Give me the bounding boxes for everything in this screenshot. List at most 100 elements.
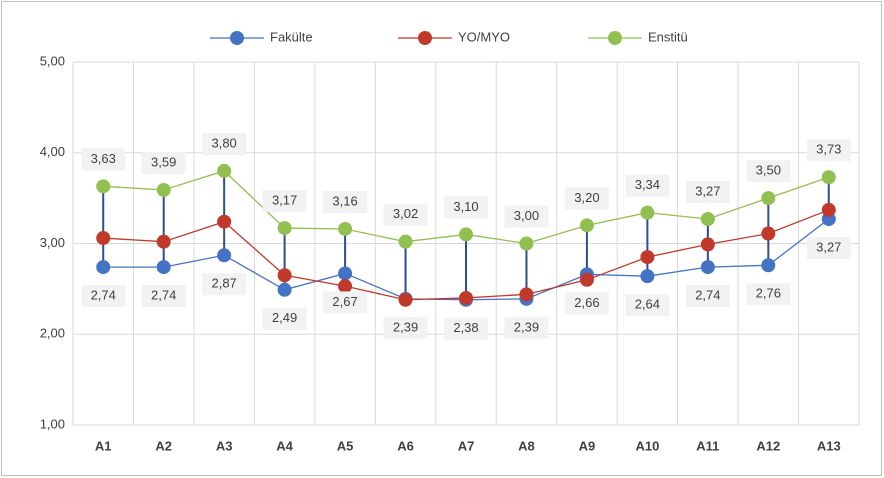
value-label: 2,76 bbox=[756, 286, 781, 301]
value-label: 3,17 bbox=[272, 193, 297, 208]
marker bbox=[338, 279, 353, 294]
value-label: 2,74 bbox=[91, 288, 116, 303]
x-tick-label: A8 bbox=[518, 438, 535, 453]
marker bbox=[761, 258, 776, 273]
value-label: 3,34 bbox=[635, 177, 660, 192]
marker bbox=[459, 227, 473, 242]
value-label-box bbox=[383, 203, 428, 226]
value-label-box bbox=[564, 292, 609, 315]
marker bbox=[398, 234, 413, 249]
marker bbox=[96, 231, 111, 246]
legend-marker bbox=[418, 31, 432, 45]
value-label: 3,00 bbox=[514, 208, 539, 223]
legend-label: YO/MYO bbox=[458, 29, 510, 44]
value-label: 3,16 bbox=[332, 193, 357, 208]
marker bbox=[761, 191, 776, 206]
marker bbox=[579, 218, 594, 233]
y-tick-label: 2,00 bbox=[40, 326, 65, 341]
x-tick-label: A3 bbox=[216, 438, 233, 453]
value-label: 2,38 bbox=[453, 320, 478, 335]
x-tick-label: A11 bbox=[696, 438, 719, 453]
value-label: 2,87 bbox=[211, 276, 236, 291]
value-label: 3,27 bbox=[695, 183, 720, 198]
value-label-box bbox=[625, 174, 670, 197]
value-label-box bbox=[806, 139, 851, 162]
value-label-box bbox=[323, 190, 368, 213]
value-label-box bbox=[323, 291, 368, 314]
value-label: 2,39 bbox=[393, 319, 418, 334]
value-label-box bbox=[262, 307, 307, 330]
marker bbox=[821, 170, 836, 185]
y-tick-label: 3,00 bbox=[40, 235, 65, 250]
value-label-box bbox=[685, 180, 730, 203]
value-label: 3,73 bbox=[816, 142, 841, 157]
value-label-box bbox=[564, 187, 609, 210]
value-label: 3,27 bbox=[816, 239, 841, 254]
value-label-box bbox=[383, 316, 428, 339]
value-label: 2,66 bbox=[574, 295, 599, 310]
value-label-box bbox=[202, 132, 247, 155]
value-label: 3,50 bbox=[756, 163, 781, 178]
value-label-box bbox=[444, 196, 488, 219]
marker bbox=[338, 221, 353, 236]
y-tick-label: 1,00 bbox=[40, 416, 65, 431]
value-label: 3,59 bbox=[151, 154, 176, 169]
marker bbox=[96, 179, 111, 194]
x-tick-label: A7 bbox=[458, 438, 475, 453]
marker bbox=[277, 221, 292, 236]
value-label-box bbox=[202, 273, 247, 296]
value-label-box bbox=[685, 285, 730, 308]
marker bbox=[338, 266, 353, 281]
value-label: 3,80 bbox=[211, 135, 236, 150]
marker bbox=[156, 182, 171, 197]
value-label-box bbox=[141, 285, 186, 308]
value-label: 2,49 bbox=[272, 310, 297, 325]
value-label-box bbox=[504, 205, 549, 228]
marker bbox=[821, 202, 836, 217]
x-tick-label: A1 bbox=[95, 438, 112, 453]
legend-label: Fakülte bbox=[270, 29, 313, 44]
value-label-box bbox=[746, 283, 791, 306]
value-label: 2,67 bbox=[332, 294, 357, 309]
value-label: 2,64 bbox=[635, 297, 660, 312]
marker bbox=[700, 237, 715, 252]
value-label: 3,10 bbox=[453, 199, 478, 214]
value-label-box bbox=[444, 317, 488, 340]
marker bbox=[640, 205, 655, 220]
marker bbox=[217, 248, 232, 263]
value-label-box bbox=[81, 285, 126, 308]
marker bbox=[761, 226, 776, 241]
legend-marker bbox=[608, 31, 622, 45]
y-tick-label: 4,00 bbox=[40, 144, 65, 159]
y-tick-label: 5,00 bbox=[40, 53, 65, 68]
x-tick-label: A9 bbox=[579, 438, 596, 453]
value-label: 3,20 bbox=[574, 190, 599, 205]
value-label-box bbox=[504, 316, 549, 339]
value-label-box bbox=[806, 236, 851, 259]
marker bbox=[640, 269, 655, 284]
x-tick-label: A4 bbox=[276, 438, 293, 453]
legend-marker bbox=[230, 31, 244, 45]
x-tick-label: A10 bbox=[635, 438, 659, 453]
value-label-box bbox=[262, 190, 307, 213]
marker bbox=[96, 260, 111, 275]
x-tick-label: A6 bbox=[397, 438, 414, 453]
marker bbox=[217, 163, 232, 178]
marker bbox=[217, 214, 232, 229]
value-label-box bbox=[81, 148, 126, 171]
marker bbox=[519, 287, 534, 302]
value-label-box bbox=[746, 160, 791, 183]
marker bbox=[459, 290, 473, 305]
legend-label: Enstitü bbox=[648, 29, 688, 44]
x-tick-label: A13 bbox=[817, 438, 841, 453]
value-label: 2,74 bbox=[695, 288, 720, 303]
marker bbox=[700, 260, 715, 275]
value-label: 2,39 bbox=[514, 319, 539, 334]
x-tick-label: A5 bbox=[337, 438, 354, 453]
marker bbox=[398, 292, 413, 307]
value-label: 3,02 bbox=[393, 206, 418, 221]
value-label: 3,63 bbox=[91, 151, 116, 166]
marker bbox=[277, 268, 292, 283]
